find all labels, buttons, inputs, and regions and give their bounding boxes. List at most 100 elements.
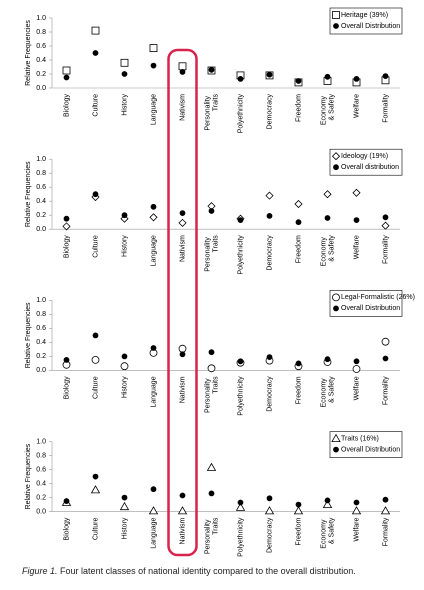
y-tick-label: 0.6: [36, 43, 46, 50]
x-tick-label: Nativism: [179, 376, 186, 403]
x-tick-label-line: Personality: [204, 235, 211, 272]
x-tick-label: Personality Traits: [204, 376, 219, 413]
x-tick-label: Democracy: [266, 235, 273, 271]
x-tick-label: Language: [150, 376, 157, 407]
legend-label: Overall Distribution: [341, 305, 400, 312]
point: [333, 446, 339, 453]
point: [120, 362, 129, 371]
point: [206, 462, 217, 471]
x-tick-label: Democracy: [266, 376, 273, 412]
caption-text: Four latent classes of national identity…: [60, 566, 356, 576]
y-tick-label: 1.0: [36, 15, 46, 22]
point: [150, 203, 157, 210]
y-tick-label: 0.2: [36, 71, 46, 78]
x-tick-label: Nativism: [179, 517, 186, 544]
highlight: [167, 48, 198, 557]
x-tick-label-line: Personality: [204, 94, 211, 131]
y-tick-label: 0.8: [36, 170, 46, 177]
point: [121, 212, 128, 219]
legend-box: [329, 431, 403, 458]
x-tick-label: Freedom: [295, 376, 302, 404]
x-tick-label: Polyethnicity: [237, 517, 244, 557]
point: [62, 222, 71, 231]
point: [207, 364, 216, 373]
point: [177, 506, 188, 515]
y-tick-label: 0.8: [36, 311, 46, 318]
x-tick-label-line: Economy: [320, 235, 327, 266]
legend-label: Overall Distribution: [341, 446, 400, 453]
point: [264, 506, 275, 515]
point: [351, 506, 362, 515]
caption-label: Figure 1.: [22, 566, 58, 576]
point: [382, 73, 389, 79]
x-tick-label: Welfare: [353, 376, 360, 400]
x-tick-label: Formality: [382, 235, 389, 264]
point: [63, 498, 70, 505]
point: [266, 213, 273, 219]
y-tick-label: 0.6: [36, 184, 46, 191]
y-tick-label: 0.0: [36, 85, 46, 92]
x-tick-label: Democracy: [266, 94, 273, 130]
point: [353, 217, 360, 224]
x-tick-label-line: & Safety: [328, 235, 335, 262]
y-tick-label: 0.4: [36, 480, 46, 487]
y-axis-label: Relative Frequencies: [25, 161, 32, 227]
point: [179, 69, 186, 75]
x-tick-label: Formality: [382, 517, 389, 546]
y-tick-label: 0.2: [36, 212, 46, 219]
x-tick-label: Culture: [92, 235, 99, 258]
point: [63, 74, 70, 81]
point: [265, 191, 274, 200]
x-tick-label: Welfare: [353, 235, 360, 259]
point: [323, 190, 332, 199]
x-tick-label-line: Traits: [212, 517, 219, 535]
x-tick-label-line: Economy: [320, 376, 327, 407]
x-tick-label: Formality: [382, 376, 389, 405]
point: [148, 506, 159, 515]
point: [353, 499, 360, 506]
x-tick-label-line: Personality: [204, 376, 211, 413]
point: [331, 433, 341, 443]
x-tick-label: Culture: [92, 518, 99, 541]
y-tick-label: 0.8: [36, 452, 46, 459]
y-tick-label: 0.2: [36, 494, 46, 501]
point: [149, 213, 158, 222]
x-tick-label: Welfare: [353, 94, 360, 118]
point: [120, 58, 129, 67]
x-tick-label-line: & Safety: [328, 517, 335, 544]
y-tick-label: 1.0: [36, 297, 46, 304]
x-tick-label-line: Traits: [212, 376, 219, 394]
point: [332, 11, 340, 19]
point: [121, 353, 128, 360]
point: [91, 26, 100, 35]
y-tick-label: 0.4: [36, 57, 46, 64]
point: [178, 344, 187, 353]
y-tick-label: 0.6: [36, 325, 46, 332]
point: [63, 357, 70, 363]
point: [208, 490, 215, 497]
x-tick-label: Formality: [382, 94, 389, 123]
point: [352, 365, 361, 373]
legend-label: Legal-Formalistic (26%): [341, 294, 415, 301]
point: [293, 506, 304, 515]
y-tick-label: 1.0: [36, 156, 46, 163]
point: [90, 485, 101, 494]
point: [150, 345, 157, 351]
x-tick-label: Freedom: [295, 517, 302, 545]
point: [382, 355, 389, 362]
legend-box: [329, 7, 403, 35]
x-tick-label: Language: [150, 518, 157, 549]
point: [324, 215, 331, 221]
x-tick-label: Biology: [63, 94, 70, 117]
y-axis-label: Relative Frequencies: [25, 443, 32, 509]
point: [324, 73, 331, 80]
y-tick-label: 0.2: [36, 353, 46, 360]
y-axis-label: Relative Frequencies: [25, 20, 32, 86]
y-tick-label: 0.0: [36, 508, 46, 515]
point: [353, 76, 360, 82]
point: [149, 44, 158, 52]
point: [382, 214, 389, 221]
point: [322, 499, 333, 509]
x-tick-label: Economy & Safety: [320, 235, 335, 267]
y-axis-label: Relative Frequencies: [25, 302, 32, 368]
